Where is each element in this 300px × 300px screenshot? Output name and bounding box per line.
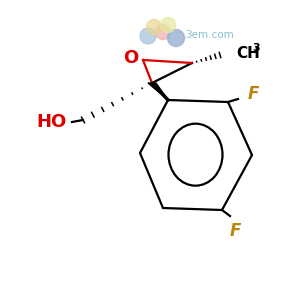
Circle shape — [167, 29, 184, 46]
Text: 3: 3 — [252, 43, 260, 53]
Text: 3em.com: 3em.com — [185, 30, 234, 40]
Text: O: O — [123, 49, 139, 67]
Circle shape — [160, 17, 175, 32]
Circle shape — [155, 25, 170, 40]
Polygon shape — [148, 83, 168, 100]
Text: CH: CH — [236, 46, 260, 62]
Circle shape — [146, 20, 161, 34]
Text: F: F — [229, 222, 241, 240]
Circle shape — [140, 28, 156, 44]
Text: HO: HO — [37, 113, 67, 131]
Text: F: F — [247, 85, 259, 103]
